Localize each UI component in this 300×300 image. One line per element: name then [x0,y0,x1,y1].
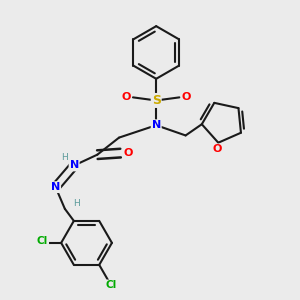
Text: O: O [212,144,221,154]
Text: H: H [73,199,80,208]
Text: O: O [123,148,132,158]
Text: Cl: Cl [37,236,48,246]
Text: S: S [152,94,161,107]
Text: H: H [61,153,68,162]
Text: N: N [152,120,161,130]
Text: N: N [70,160,79,170]
Text: O: O [182,92,191,102]
Text: N: N [51,182,60,192]
Text: O: O [122,92,131,102]
Text: Cl: Cl [105,280,116,290]
